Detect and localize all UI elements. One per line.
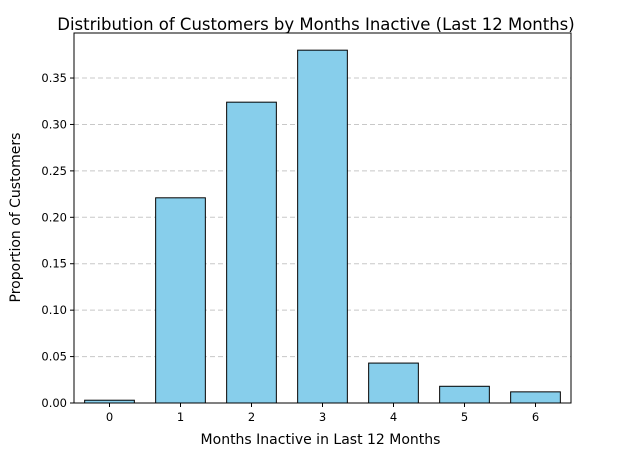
y-axis-label: Proportion of Customers — [8, 133, 24, 303]
bar-2 — [226, 101, 277, 404]
bar-1 — [155, 197, 206, 404]
y-tick-label: 0.05 — [41, 350, 67, 364]
y-tick-label: 0.35 — [41, 71, 67, 85]
x-tick-label: 1 — [177, 410, 184, 424]
bar-6 — [510, 391, 561, 404]
y-tick-label: 0.10 — [41, 303, 67, 317]
x-tick-label: 0 — [106, 410, 113, 424]
x-tick-label: 4 — [390, 410, 397, 424]
x-axis-label: Months Inactive in Last 12 Months — [201, 432, 441, 448]
y-tick-label: 0.15 — [41, 257, 67, 271]
x-tick-label: 6 — [532, 410, 539, 424]
y-tick-label: 0.30 — [41, 117, 67, 131]
x-tick-label: 5 — [461, 410, 468, 424]
bars — [84, 49, 561, 404]
chart-title: Distribution of Customers by Months Inac… — [57, 15, 574, 34]
bar-4 — [368, 362, 419, 404]
x-tick-label: 3 — [319, 410, 326, 424]
bar-5 — [439, 385, 490, 404]
x-tick-label: 2 — [248, 410, 255, 424]
bar-3 — [297, 49, 348, 404]
y-axis-ticks: 0.00 0.05 0.10 0.15 0.20 0.25 0.30 0.35 — [41, 71, 74, 410]
x-axis-ticks: 0 1 2 3 4 5 6 — [106, 403, 539, 424]
y-tick-label: 0.00 — [41, 396, 67, 410]
y-tick-label: 0.25 — [41, 164, 67, 178]
y-tick-label: 0.20 — [41, 210, 67, 224]
